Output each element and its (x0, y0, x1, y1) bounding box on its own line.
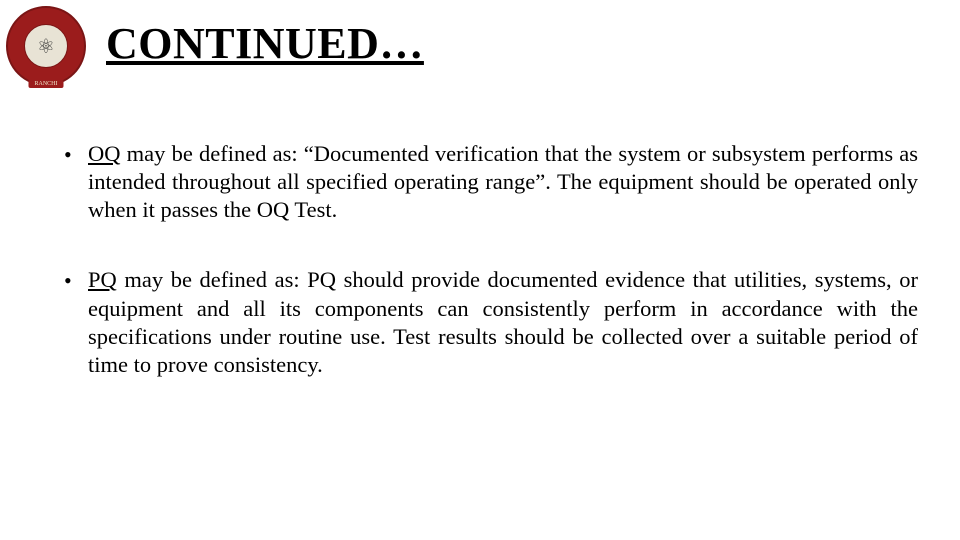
slide-content: • OQ may be defined as: “Documented veri… (64, 140, 918, 421)
term-oq: OQ (88, 141, 121, 166)
bullet-rest: may be defined as: “Documented verificat… (88, 141, 918, 222)
logo-outer-ring: ⚛ RANCHI (6, 6, 86, 86)
bullet-item: • PQ may be defined as: PQ should provid… (64, 266, 918, 379)
bullet-text: OQ may be defined as: “Documented verifi… (88, 140, 918, 224)
bullet-item: • OQ may be defined as: “Documented veri… (64, 140, 918, 224)
logo-inner-emblem: ⚛ (24, 24, 68, 68)
bullet-text: PQ may be defined as: PQ should provide … (88, 266, 918, 379)
logo-glyph: ⚛ (37, 34, 55, 59)
bullet-marker: • (64, 140, 88, 224)
logo-banner-text: RANCHI (28, 80, 63, 88)
institution-logo: ⚛ RANCHI (6, 6, 86, 86)
bullet-rest: may be defined as: PQ should provide doc… (88, 267, 918, 376)
bullet-marker: • (64, 266, 88, 379)
term-pq: PQ (88, 267, 117, 292)
slide-title: CONTINUED… (106, 18, 424, 69)
